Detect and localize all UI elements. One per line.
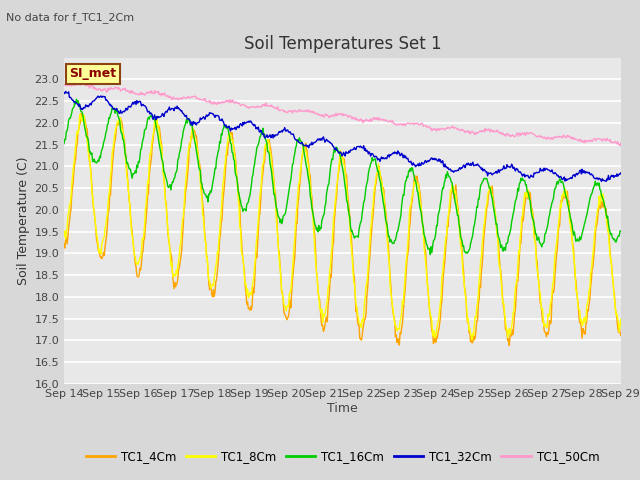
Y-axis label: Soil Temperature (C): Soil Temperature (C) <box>17 156 30 285</box>
Title: Soil Temperatures Set 1: Soil Temperatures Set 1 <box>244 35 441 53</box>
Text: No data for f_TC1_2Cm: No data for f_TC1_2Cm <box>6 12 134 23</box>
Legend: TC1_4Cm, TC1_8Cm, TC1_16Cm, TC1_32Cm, TC1_50Cm: TC1_4Cm, TC1_8Cm, TC1_16Cm, TC1_32Cm, TC… <box>81 445 604 468</box>
Text: SI_met: SI_met <box>70 67 116 80</box>
X-axis label: Time: Time <box>327 402 358 415</box>
